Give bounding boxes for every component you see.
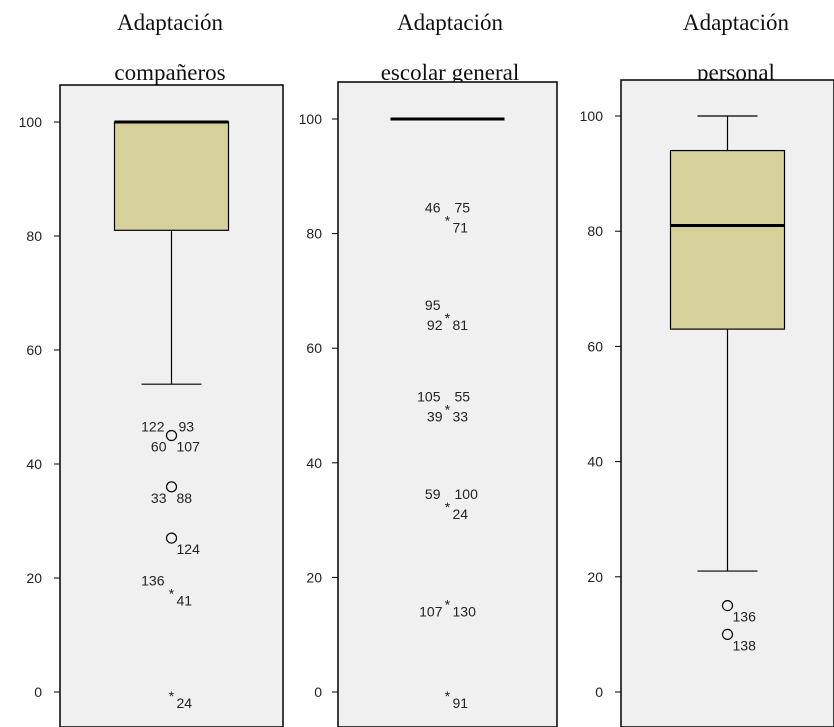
chart-1-title-line-2: compañeros [114, 60, 226, 85]
case-label: 81 [453, 317, 469, 333]
y-tick-label: 0 [595, 684, 603, 700]
y-tick-label: 20 [587, 569, 603, 585]
boxplot-panel-3: 0 20 40 60 80 100 136 138 [580, 79, 834, 727]
chart-3-title: Adaptación personal [616, 8, 834, 88]
chart-2-title-line-2: escolar general [380, 60, 520, 85]
case-label: 55 [455, 389, 471, 405]
case-label: 39 [427, 409, 443, 425]
case-label: 136 [141, 572, 165, 588]
chart-1-title: Adaptación compañeros [50, 8, 290, 88]
case-label: 46 [425, 199, 441, 215]
iqr-box [669, 149, 786, 330]
y-tick-label: 20 [306, 569, 322, 585]
case-label: 71 [453, 219, 469, 235]
case-label: 33 [151, 490, 167, 506]
case-label: 107 [177, 439, 201, 455]
case-label: 138 [733, 637, 757, 653]
y-tick-label: 40 [306, 455, 322, 471]
y-tick-label: 40 [26, 456, 42, 472]
case-label: 41 [177, 592, 193, 608]
case-label: 130 [453, 603, 477, 619]
y-tick-label: 40 [587, 454, 603, 470]
outlier-circle [721, 628, 734, 641]
case-label: 24 [453, 506, 469, 522]
y-tick-label: 80 [26, 228, 42, 244]
extreme-asterisk: * [445, 402, 451, 418]
y-tick-label: 80 [306, 226, 322, 242]
case-label: 100 [455, 486, 479, 502]
case-label: 24 [177, 695, 193, 711]
case-label: 105 [417, 389, 441, 405]
case-label: 92 [427, 317, 443, 333]
y-tick-label: 60 [26, 342, 42, 358]
case-label: 33 [453, 409, 469, 425]
outlier-circle [721, 599, 734, 612]
chart-2-title-line-1: Adaptación [396, 10, 503, 35]
extreme-asterisk: * [445, 212, 451, 228]
case-label: 124 [177, 541, 201, 557]
case-label: 75 [455, 199, 471, 215]
case-label: 95 [425, 297, 441, 313]
y-tick-label: 0 [34, 684, 42, 700]
y-tick-label: 80 [587, 223, 603, 239]
chart-1-title-line-1: Adaptación [116, 10, 223, 35]
y-tick-label: 20 [26, 570, 42, 586]
y-tick-label: 60 [306, 340, 322, 356]
chart-2-title: Adaptación escolar general [330, 8, 570, 88]
case-label: 91 [453, 695, 469, 711]
y-tick-label: 100 [19, 114, 43, 130]
case-label: 107 [419, 603, 443, 619]
extreme-asterisk: * [445, 596, 451, 612]
case-label: 88 [177, 490, 193, 506]
y-tick-label: 60 [587, 338, 603, 354]
outlier-circle [165, 429, 178, 442]
y-tick-label: 0 [314, 684, 322, 700]
case-label: 136 [733, 609, 757, 625]
iqr-box [113, 121, 230, 231]
case-label: 59 [425, 486, 441, 502]
y-tick-label: 100 [580, 108, 604, 124]
case-label: 60 [151, 439, 167, 455]
extreme-asterisk: * [445, 688, 451, 704]
extreme-asterisk: * [169, 688, 175, 704]
extreme-asterisk: * [445, 310, 451, 326]
y-tick-label: 100 [299, 111, 323, 127]
outlier-circle [165, 481, 178, 493]
outlier-circle [165, 532, 178, 544]
extreme-asterisk: * [169, 585, 175, 601]
chart-3-title-line-1: Adaptación [682, 10, 789, 35]
case-label: 93 [179, 419, 195, 435]
case-label: 122 [141, 419, 165, 435]
extreme-asterisk: * [445, 499, 451, 515]
plot-area [337, 81, 558, 727]
